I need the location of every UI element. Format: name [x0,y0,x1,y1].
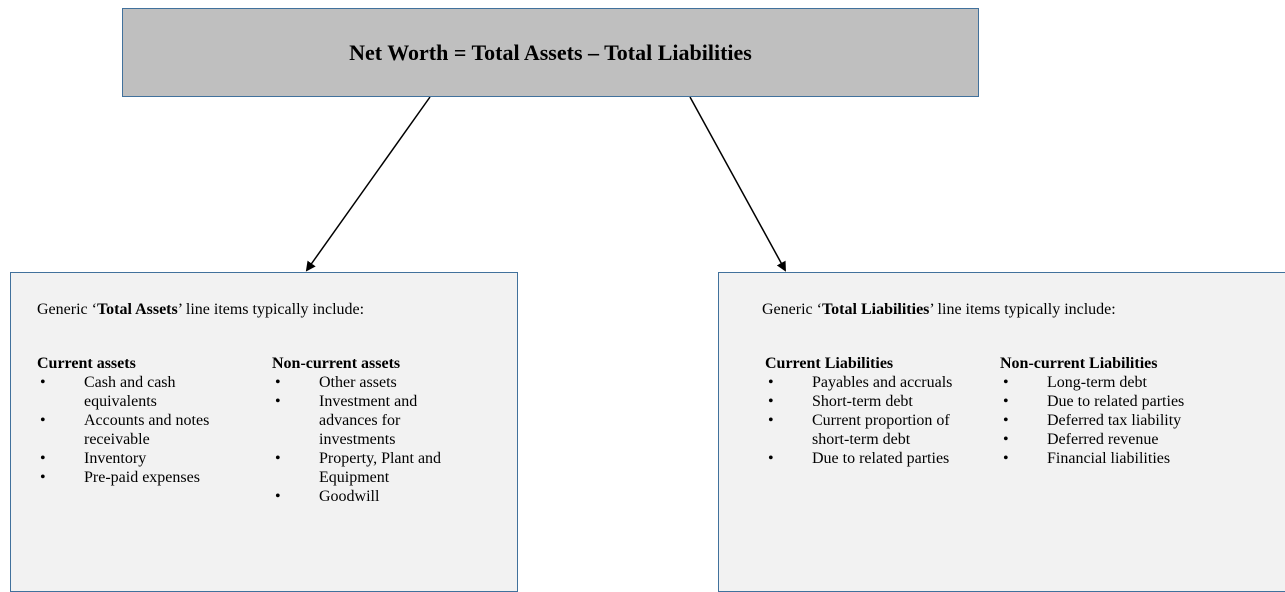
intro-before: Generic ‘ [762,301,822,318]
list-item: Short-term debt [765,392,960,411]
list-item: Deferred tax liability [1000,411,1240,430]
assets-box: Generic ‘Total Assets’ line items typica… [10,272,518,592]
list-item: Cash and cash equivalents [37,373,252,411]
intro-text: Generic ‘Total Liabilities’ line items t… [762,300,1162,319]
list-item: Payables and accruals [765,373,960,392]
title-box: Net Worth = Total Assets – Total Liabili… [122,8,979,97]
list-item: Property, Plant and Equipment [272,449,457,487]
intro-after: ’ line items typically include: [929,301,1116,318]
intro-after: ’ line items typically include: [177,301,365,318]
list-item: Accounts and notes receivable [37,411,252,449]
column: Current assetsCash and cash equivalentsA… [37,354,252,487]
list-item: Deferred revenue [1000,430,1240,449]
column-heading: Current assets [37,355,136,372]
liabilities-box: Generic ‘Total Liabilities’ line items t… [718,272,1285,592]
list-item: Financial liabilities [1000,449,1240,468]
list-item: Current proportion of short-term debt [765,411,960,449]
intro-text: Generic ‘Total Assets’ line items typica… [37,300,407,319]
list-item: Long-term debt [1000,373,1240,392]
list-item: Due to related parties [1000,392,1240,411]
list-item: Goodwill [272,487,457,506]
list-item: Inventory [37,449,252,468]
column-heading: Current Liabilities [765,355,894,372]
list-item: Due to related parties [765,449,960,468]
column: Current LiabilitiesPayables and accruals… [765,354,960,468]
column: Non-current LiabilitiesLong-term debtDue… [1000,354,1240,468]
intro-bold: Total Liabilities [821,301,930,318]
arrow-right [689,96,786,272]
arrow-left [305,96,431,272]
column: Non-current assetsOther assetsInvestment… [272,354,457,506]
intro-bold: Total Assets [96,301,178,318]
list-item: Investment and advances for investments [272,392,457,449]
list-item: Pre-paid expenses [37,468,252,487]
list-item: Other assets [272,373,457,392]
intro-before: Generic ‘ [37,301,97,318]
title: Net Worth = Total Assets – Total Liabili… [349,40,752,65]
column-heading: Non-current Liabilities [1000,355,1158,372]
column-heading: Non-current assets [272,355,401,372]
